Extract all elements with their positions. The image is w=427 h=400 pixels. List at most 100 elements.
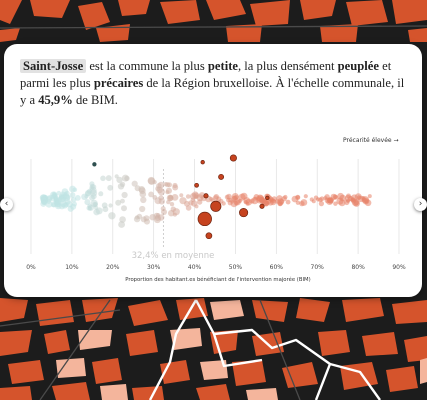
background-dot bbox=[285, 199, 291, 205]
background-dot bbox=[139, 205, 146, 213]
background-dot bbox=[339, 194, 347, 202]
background-dot bbox=[56, 190, 62, 196]
background-dot bbox=[346, 193, 351, 199]
background-dot bbox=[300, 199, 308, 206]
background-dot bbox=[124, 175, 130, 182]
intro-text-part: de la Région bruxelloise. À l'échelle co… bbox=[20, 76, 405, 107]
background-dot bbox=[270, 198, 277, 206]
next-slide-button[interactable]: › bbox=[414, 198, 427, 211]
background-dot bbox=[134, 185, 141, 192]
background-dot bbox=[64, 198, 71, 205]
x-tick-label: 60% bbox=[270, 264, 284, 271]
background-dot bbox=[354, 200, 359, 206]
background-dot bbox=[120, 198, 125, 204]
x-tick-label: 20% bbox=[106, 264, 120, 271]
background-dot bbox=[357, 195, 365, 203]
highlighted-dot bbox=[239, 208, 249, 218]
highlighted-dot bbox=[200, 160, 205, 165]
background-dot bbox=[253, 196, 258, 201]
chevron-right-icon: › bbox=[418, 199, 423, 209]
background-dot bbox=[179, 193, 184, 198]
intro-emphasis: petite bbox=[207, 59, 238, 73]
background-dot bbox=[191, 200, 198, 207]
intro-text-part: de BIM. bbox=[72, 93, 118, 107]
intro-text-part: et parmi les plus bbox=[20, 59, 392, 90]
background-dot bbox=[226, 197, 231, 203]
highlighted-dot bbox=[194, 182, 199, 188]
background-dot bbox=[90, 199, 98, 208]
background-dot bbox=[107, 184, 114, 191]
background-dot bbox=[327, 196, 334, 204]
background-dot bbox=[119, 216, 126, 223]
x-tick-label: 70% bbox=[311, 264, 325, 271]
x-tick-label: 90% bbox=[392, 264, 406, 271]
background-dot bbox=[161, 209, 167, 215]
background-dot bbox=[63, 193, 70, 200]
background-dot bbox=[84, 199, 91, 206]
chevron-left-icon: ‹ bbox=[4, 199, 9, 209]
background-dot bbox=[98, 191, 104, 197]
x-axis-label: Proportion des habitant.es bénéficiant d… bbox=[125, 276, 310, 283]
intro-text-part: est la commune la plus bbox=[86, 59, 208, 73]
x-tick-label: 80% bbox=[351, 264, 365, 271]
background-dot bbox=[283, 194, 288, 200]
x-tick-label: 30% bbox=[147, 264, 161, 271]
background-dot bbox=[154, 214, 161, 221]
info-card: Saint-Josse est la commune la plus petit… bbox=[4, 44, 422, 297]
background-dot bbox=[100, 175, 106, 182]
background-dot bbox=[291, 195, 299, 203]
background-dot bbox=[185, 205, 192, 211]
intro-text: Saint-Josse est la commune la plus petit… bbox=[20, 58, 412, 109]
background-dot bbox=[54, 202, 62, 210]
background-dot bbox=[108, 212, 116, 220]
background-dot bbox=[172, 182, 178, 189]
background-dot bbox=[333, 201, 338, 206]
background-dot bbox=[276, 195, 283, 202]
background-dot bbox=[121, 205, 127, 212]
background-dot bbox=[136, 213, 143, 220]
background-dot bbox=[90, 184, 97, 190]
background-dot bbox=[185, 194, 191, 199]
median-label: 32,4% en moyenne bbox=[132, 251, 215, 261]
background-dot bbox=[233, 198, 242, 206]
background-dot bbox=[121, 191, 128, 199]
background-dot bbox=[139, 190, 147, 198]
background-dot bbox=[155, 186, 161, 192]
background-dot bbox=[40, 197, 48, 205]
background-dot bbox=[221, 201, 226, 206]
background-dot bbox=[144, 218, 150, 225]
highlighted-dot bbox=[229, 154, 237, 162]
background-dot bbox=[116, 176, 123, 184]
background-dot bbox=[158, 198, 165, 205]
background-dot bbox=[147, 176, 155, 185]
highlighted-dot bbox=[265, 195, 270, 201]
intro-emphasis: précaires bbox=[93, 76, 144, 90]
highlighted-dot bbox=[218, 173, 225, 180]
background-dot bbox=[93, 208, 100, 216]
background-dot bbox=[115, 199, 122, 206]
background-dot bbox=[311, 199, 316, 204]
background-dot bbox=[191, 191, 199, 199]
background-dot bbox=[240, 192, 248, 200]
highlighted-dot bbox=[203, 193, 209, 199]
x-tick-label: 50% bbox=[229, 264, 243, 271]
background-dot bbox=[69, 192, 76, 198]
background-dot bbox=[212, 195, 219, 201]
background-dot bbox=[169, 202, 175, 207]
x-tick-label: 40% bbox=[188, 264, 202, 271]
background-dot bbox=[120, 181, 126, 187]
precarite-annotation: Précarité élevée → bbox=[343, 137, 399, 144]
background-dot bbox=[303, 194, 308, 199]
prev-slide-button[interactable]: ‹ bbox=[0, 198, 13, 211]
highlighted-dot bbox=[210, 200, 222, 212]
highlighted-dot bbox=[197, 211, 212, 227]
background-dot bbox=[315, 197, 321, 202]
background-dot bbox=[230, 199, 235, 204]
beeswarm-chart: 32,4% en moyenne Précarité élevée → 0% 10… bbox=[26, 137, 406, 283]
background-dot bbox=[149, 214, 156, 221]
x-tick-label: 0% bbox=[26, 264, 36, 271]
highlighted-dot bbox=[92, 162, 97, 167]
background-dot bbox=[259, 199, 265, 205]
intro-emphasis: peuplée bbox=[337, 59, 379, 73]
x-tick-label: 10% bbox=[65, 264, 79, 271]
